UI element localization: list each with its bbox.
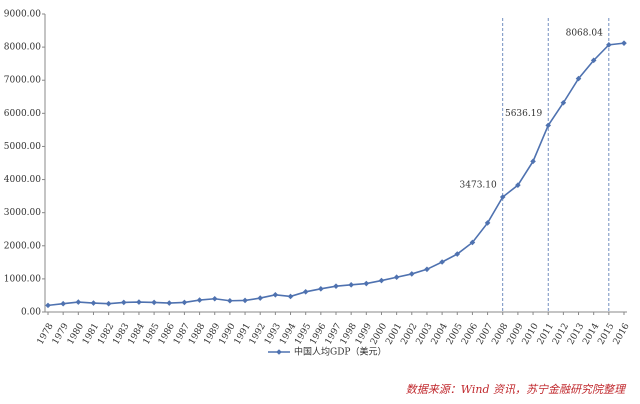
- data-point: [45, 302, 51, 309]
- legend-label: 中国人均GDP（美元）: [294, 346, 386, 358]
- data-point: [287, 293, 294, 300]
- data-point: [227, 297, 233, 304]
- data-point: [439, 259, 445, 265]
- data-point: [272, 291, 279, 298]
- data-point: [166, 300, 173, 306]
- legend-marker: [276, 349, 282, 355]
- data-label: 3473.10: [460, 181, 497, 191]
- y-tick-label: 6000.00: [4, 109, 41, 119]
- data-point: [378, 277, 385, 284]
- data-point: [181, 299, 188, 306]
- data-point: [424, 266, 430, 273]
- data-point: [560, 99, 567, 106]
- data-point: [302, 289, 309, 295]
- data-point: [75, 299, 82, 305]
- y-tick-label: 0.00: [21, 308, 41, 318]
- data-point: [318, 286, 324, 292]
- data-point: [484, 220, 491, 226]
- data-point: [469, 239, 476, 246]
- y-tick-label: 7000.00: [4, 76, 41, 86]
- y-tick-label: 9000.00: [4, 10, 41, 20]
- data-point: [590, 57, 597, 64]
- data-point: [333, 283, 339, 289]
- y-tick-label: 2000.00: [4, 241, 41, 251]
- data-point: [363, 280, 370, 287]
- data-label: 5636.19: [505, 109, 542, 119]
- data-point: [515, 182, 521, 188]
- data-point: [211, 295, 218, 302]
- y-tick-label: 4000.00: [4, 175, 41, 185]
- data-point: [454, 251, 461, 257]
- data-point: [136, 299, 142, 305]
- data-point: [393, 274, 400, 281]
- data-point: [257, 295, 264, 301]
- data-point: [575, 75, 582, 82]
- data-label: 8068.04: [566, 28, 603, 38]
- data-point: [499, 194, 506, 200]
- data-point: [408, 271, 415, 277]
- data-point: [105, 300, 112, 307]
- y-tick-label: 5000.00: [4, 142, 41, 152]
- data-line: [47, 42, 625, 307]
- data-point: [621, 40, 627, 46]
- data-point: [60, 300, 66, 307]
- data-point: [90, 300, 97, 306]
- data-point: [348, 282, 354, 288]
- y-tick-label: 8000.00: [4, 43, 41, 53]
- data-point: [151, 299, 157, 306]
- data-point: [196, 297, 203, 303]
- source-note: 数据来源：Wind 资讯，苏宁金融研究院整理: [406, 383, 627, 396]
- y-tick-label: 1000.00: [4, 274, 41, 284]
- y-tick-label: 3000.00: [4, 208, 41, 218]
- data-point: [120, 299, 127, 306]
- data-point: [242, 297, 248, 304]
- x-tick-label: 2016: [612, 322, 632, 347]
- data-point: [530, 158, 536, 165]
